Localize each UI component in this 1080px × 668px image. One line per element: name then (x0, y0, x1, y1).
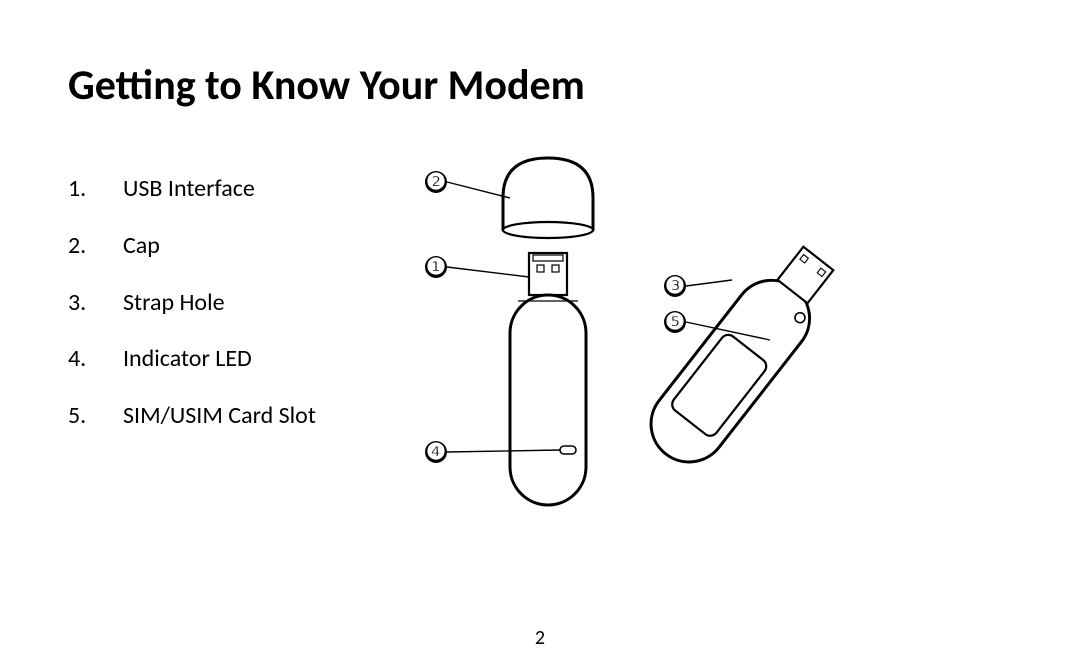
front-view (503, 158, 593, 505)
list-item: 5. SIM/USIM Card Slot (68, 402, 316, 431)
list-item: 3. Strap Hole (68, 289, 316, 318)
list-number: 3. (68, 289, 123, 318)
svg-text:❶: ❶ (426, 254, 446, 279)
list-label: Indicator LED (123, 345, 252, 374)
svg-text:❷: ❷ (426, 169, 446, 194)
list-number: 1. (68, 175, 123, 204)
angled-view (636, 235, 849, 477)
list-item: 2. Cap (68, 232, 316, 261)
svg-text:❸: ❸ (665, 273, 685, 298)
list-label: SIM/USIM Card Slot (123, 402, 316, 431)
svg-text:❹: ❹ (426, 439, 446, 464)
list-number: 4. (68, 345, 123, 374)
modem-diagram: ❶ ❷ ❹ ❸ ❺ (420, 150, 1050, 590)
list-label: USB Interface (123, 175, 255, 204)
parts-list: 1. USB Interface 2. Cap 3. Strap Hole 4.… (68, 175, 316, 459)
svg-text:❺: ❺ (665, 309, 685, 334)
page-root: Getting to Know Your Modem 1. USB Interf… (0, 0, 1080, 668)
list-label: Cap (123, 232, 160, 261)
list-number: 5. (68, 402, 123, 431)
list-item: 4. Indicator LED (68, 345, 316, 374)
diagram-svg: ❶ ❷ ❹ ❸ ❺ (420, 150, 1050, 590)
list-number: 2. (68, 232, 123, 261)
list-label: Strap Hole (123, 289, 225, 318)
page-number: 2 (0, 626, 1080, 650)
list-item: 1. USB Interface (68, 175, 316, 204)
page-title: Getting to Know Your Modem (68, 60, 585, 111)
